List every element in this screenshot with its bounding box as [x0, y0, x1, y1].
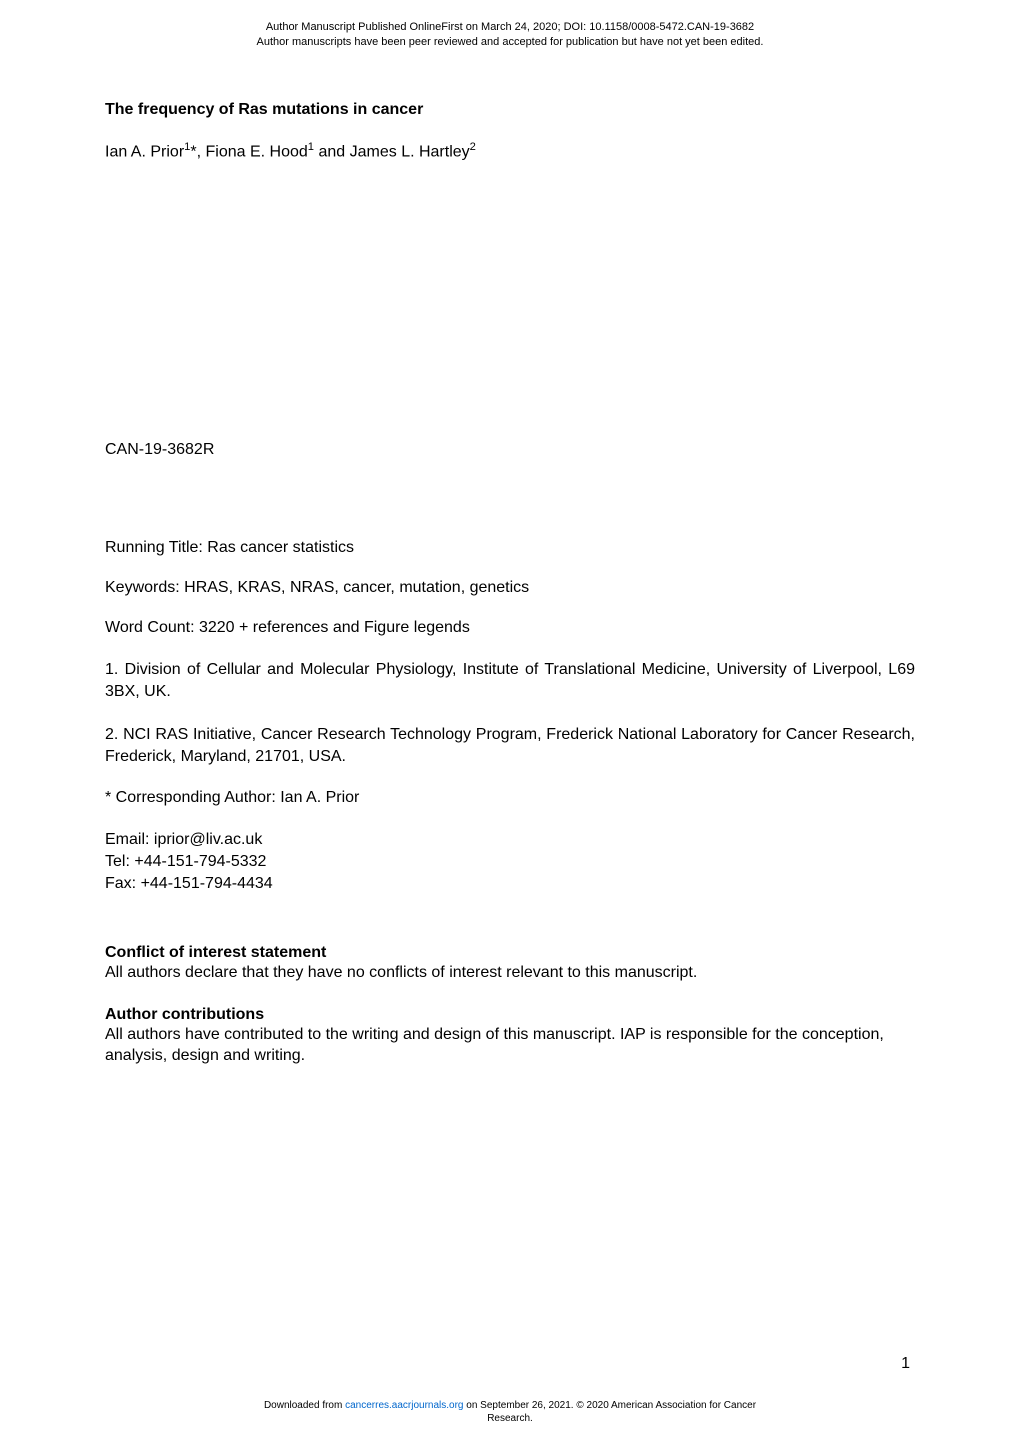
running-title: Running Title: Ras cancer statistics [105, 539, 915, 557]
header-line-1: Author Manuscript Published OnlineFirst … [0, 20, 1020, 35]
footer-mid: on September 26, 2021. © 2020 American A… [464, 1400, 757, 1411]
footer-prefix: Downloaded from [264, 1400, 345, 1411]
affiliation-2: 2. NCI RAS Initiative, Cancer Research T… [105, 724, 915, 767]
publication-header: Author Manuscript Published OnlineFirst … [0, 0, 1020, 51]
conflict-text: All authors declare that they have no co… [105, 962, 915, 984]
download-footer: Downloaded from cancerres.aacrjournals.o… [0, 1399, 1020, 1425]
author-mid-1: *, Fiona E. Hood [190, 143, 307, 160]
contact-block: Email: iprior@liv.ac.uk Tel: +44-151-794… [105, 829, 915, 894]
paper-title: The frequency of Ras mutations in cancer [105, 101, 915, 119]
page-number: 1 [901, 1355, 910, 1373]
keywords: Keywords: HRAS, KRAS, NRAS, cancer, muta… [105, 579, 915, 597]
affiliation-1: 1. Division of Cellular and Molecular Ph… [105, 659, 915, 702]
corresponding-author: * Corresponding Author: Ian A. Prior [105, 789, 915, 807]
footer-line-2: Research. [0, 1412, 1020, 1425]
word-count: Word Count: 3220 + references and Figure… [105, 619, 915, 637]
contact-tel: Tel: +44-151-794-5332 [105, 851, 915, 873]
contributions-heading: Author contributions [105, 1006, 915, 1024]
author-mid-2: and James L. Hartley [314, 143, 470, 160]
header-line-2: Author manuscripts have been peer review… [0, 35, 1020, 50]
contact-email: Email: iprior@liv.ac.uk [105, 829, 915, 851]
paper-content: The frequency of Ras mutations in cancer… [0, 51, 1020, 1067]
author-1: Ian A. Prior [105, 143, 184, 160]
authors-line: Ian A. Prior1*, Fiona E. Hood1 and James… [105, 141, 915, 161]
contact-fax: Fax: +44-151-794-4434 [105, 873, 915, 895]
author-3-sup: 2 [470, 141, 476, 153]
footer-link[interactable]: cancerres.aacrjournals.org [345, 1400, 463, 1411]
manuscript-id: CAN-19-3682R [105, 441, 915, 459]
conflict-heading: Conflict of interest statement [105, 944, 915, 962]
contributions-text: All authors have contributed to the writ… [105, 1024, 915, 1067]
